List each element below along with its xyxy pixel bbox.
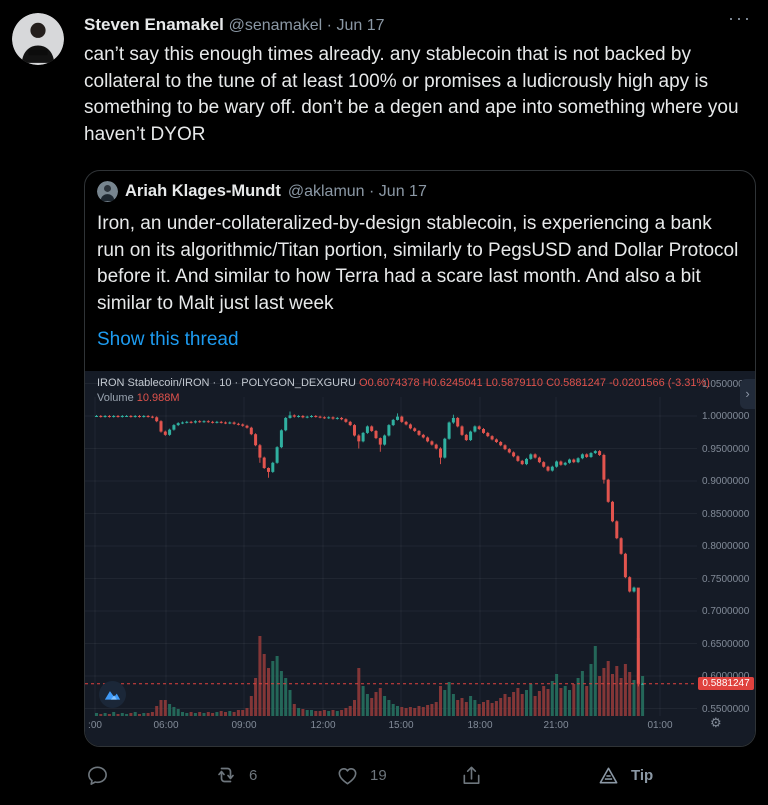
more-icon[interactable]: ···: [728, 8, 752, 28]
like-count: 19: [370, 766, 387, 784]
time-tick-label: 18:00: [467, 720, 493, 731]
author-handle[interactable]: @senamakel: [228, 17, 323, 34]
time-tick-label: :00: [88, 720, 102, 731]
quoted-tweet-card[interactable]: Ariah Klages-Mundt @aklamun · Jun 17 Iro…: [84, 170, 756, 747]
retweet-count: 6: [249, 766, 258, 784]
tip-pyramid-icon: [599, 767, 618, 783]
time-tick-label: 09:00: [231, 720, 257, 731]
ohlc-change: -0.0201566 (-3.31%): [609, 377, 710, 389]
tweet-text: can’t say this enough times already. any…: [84, 44, 739, 145]
time-tick-label: 15:00: [388, 720, 414, 731]
share-button[interactable]: [460, 762, 483, 788]
collapse-axis-icon[interactable]: ›: [740, 379, 755, 409]
ohlc-open: O0.6074378: [359, 377, 420, 389]
candlestick-plot: [85, 383, 697, 716]
quote-author-name[interactable]: Ariah Klages-Mundt: [125, 182, 281, 200]
dexguru-logo-icon: [99, 681, 126, 708]
chart-title: IRON Stablecoin/IRON · 10 · POLYGON_DEXG…: [97, 377, 710, 389]
like-button[interactable]: 19: [336, 762, 387, 788]
retweet-button[interactable]: 6: [214, 762, 257, 788]
person-icon: [97, 181, 118, 202]
ohlc-high: H0.6245041: [422, 377, 483, 389]
last-price-label: 0.5881247: [698, 676, 754, 690]
tweet-date[interactable]: Jun 17: [336, 17, 385, 34]
ohlc-low: L0.5879110: [485, 377, 543, 389]
time-tick-label: 01:00: [647, 720, 673, 731]
time-tick-label: 21:00: [543, 720, 569, 731]
quote-header: Ariah Klages-Mundt @aklamun · Jun 17: [97, 181, 427, 202]
time-tick-label: 06:00: [153, 720, 179, 731]
retweet-icon: [218, 767, 234, 783]
reply-button[interactable]: [86, 762, 109, 788]
time-tick-label: 12:00: [310, 720, 336, 731]
volume-value: 10.988M: [136, 392, 180, 404]
quote-author-handle[interactable]: @aklamun: [287, 182, 365, 200]
person-icon: [12, 13, 64, 65]
price-chart[interactable]: IRON Stablecoin/IRON · 10 · POLYGON_DEXG…: [85, 371, 755, 746]
tip-label: Tip: [631, 766, 654, 784]
quote-avatar: [97, 181, 118, 202]
volume-indicator: Volume 10.988M: [97, 392, 180, 404]
tip-button[interactable]: Tip: [597, 762, 653, 788]
quote-text: Iron, an under-collateralized-by-design …: [97, 213, 739, 314]
author-name[interactable]: Steven Enamakel: [84, 15, 224, 34]
show-thread-link[interactable]: Show this thread: [97, 329, 239, 350]
reply-icon: [88, 766, 107, 785]
settings-gear-icon[interactable]: ⚙: [710, 715, 722, 730]
share-icon: [463, 766, 480, 784]
avatar[interactable]: [12, 13, 64, 65]
quote-date[interactable]: Jun 17: [378, 182, 427, 200]
heart-icon: [338, 767, 357, 784]
ohlc-close: C0.5881247: [546, 377, 607, 389]
tweet-header: Steven Enamakel @senamakel · Jun 17: [84, 15, 385, 34]
